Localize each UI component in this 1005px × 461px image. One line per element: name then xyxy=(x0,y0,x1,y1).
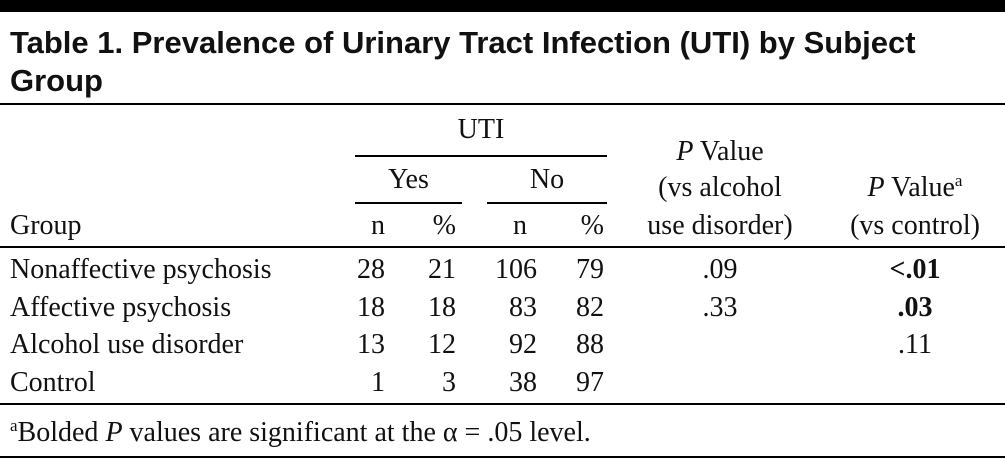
cell: 97 xyxy=(576,366,604,398)
rule xyxy=(0,456,1005,458)
cell: 83 xyxy=(509,291,537,323)
cell: 82 xyxy=(576,291,604,323)
header: No xyxy=(529,164,565,195)
header: P Valuea xyxy=(830,172,1000,204)
rule xyxy=(355,155,607,157)
header: (vs alcohol xyxy=(658,172,782,203)
header: % xyxy=(580,210,604,241)
top-bar xyxy=(0,0,1005,12)
cell: 106 xyxy=(495,254,537,285)
cell: 28 xyxy=(357,254,385,285)
row-label: Affective psychosis xyxy=(10,291,232,323)
cell: 12 xyxy=(428,329,456,360)
header: Group xyxy=(10,210,82,241)
rule xyxy=(0,246,1005,248)
footnote: aBolded P values are significant at the … xyxy=(10,417,591,449)
cell: 1 xyxy=(371,366,385,398)
row-label: Control xyxy=(10,366,96,398)
cell: 88 xyxy=(576,329,604,360)
header-text: Value xyxy=(884,172,955,203)
superscript: a xyxy=(954,171,963,190)
row-label: Nonaffective psychosis xyxy=(10,254,272,285)
rule xyxy=(0,403,1005,405)
rule xyxy=(487,202,607,204)
italic: P xyxy=(676,136,694,167)
header: % xyxy=(432,210,456,241)
cell: .11 xyxy=(898,329,932,360)
row-label: Alcohol use disorder xyxy=(10,329,244,360)
cell: .03 xyxy=(897,291,933,323)
footnote-text: values are significant at the α = .05 le… xyxy=(122,417,591,448)
cell: 18 xyxy=(357,291,385,323)
cell: 21 xyxy=(428,254,456,285)
cell: 18 xyxy=(428,291,456,323)
italic: P xyxy=(105,417,123,448)
header-text: Value xyxy=(693,136,764,167)
cell: 13 xyxy=(357,329,385,360)
rule xyxy=(0,103,1005,105)
cell: 3 xyxy=(442,366,456,398)
header: Yes xyxy=(388,164,429,195)
header: n xyxy=(513,210,527,241)
cell: .33 xyxy=(702,291,738,323)
header: use disorder) xyxy=(647,210,793,241)
header: (vs control) xyxy=(850,210,980,241)
header: UTI xyxy=(457,114,505,145)
header: P Value xyxy=(620,136,820,168)
cell: <.01 xyxy=(889,254,941,285)
superscript: a xyxy=(10,416,18,435)
italic: P xyxy=(867,172,885,203)
table-title: Table 1. Prevalence of Urinary Tract Inf… xyxy=(10,25,916,98)
cell: 38 xyxy=(509,366,537,398)
footnote-text: Bolded xyxy=(17,417,106,448)
header: n xyxy=(371,210,385,241)
cell: .09 xyxy=(702,254,738,285)
cell: 92 xyxy=(509,329,537,360)
rule xyxy=(355,202,462,204)
cell: 79 xyxy=(576,254,604,285)
